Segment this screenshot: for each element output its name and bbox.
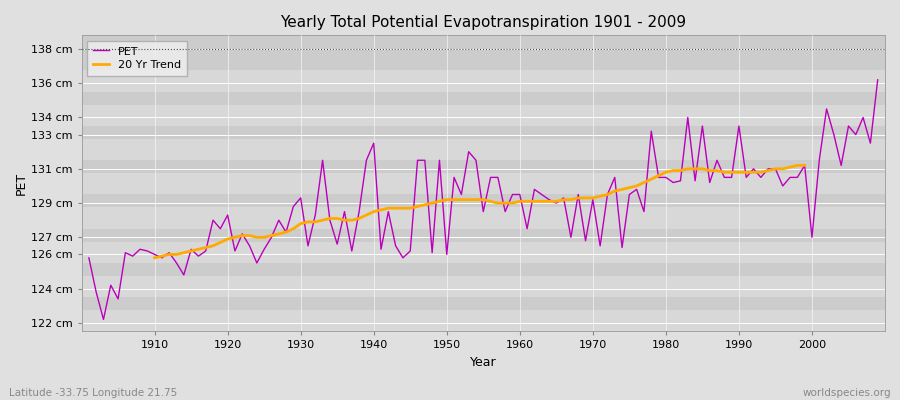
20 Yr Trend — [799, 163, 810, 168]
Title: Yearly Total Potential Evapotranspiration 1901 - 2009: Yearly Total Potential Evapotranspiratio… — [280, 15, 687, 30]
Bar — [82, 194, 885, 207]
Bar — [82, 297, 885, 310]
Text: Latitude -33.75 Longitude 21.75: Latitude -33.75 Longitude 21.75 — [9, 388, 177, 398]
PET — [515, 192, 526, 197]
Bar — [82, 105, 885, 126]
20 Yr Trend — [237, 233, 248, 238]
Y-axis label: PET: PET — [15, 172, 28, 195]
PET — [84, 256, 94, 260]
PET — [310, 213, 320, 218]
PET — [354, 209, 364, 214]
Text: worldspecies.org: worldspecies.org — [803, 388, 891, 398]
Bar — [82, 229, 885, 242]
20 Yr Trend — [149, 256, 160, 260]
20 Yr Trend — [792, 163, 803, 168]
PET — [522, 226, 533, 231]
Bar — [82, 242, 885, 263]
Bar — [82, 139, 885, 160]
PET — [149, 252, 160, 257]
Legend: PET, 20 Yr Trend: PET, 20 Yr Trend — [87, 41, 187, 76]
Bar — [82, 92, 885, 105]
Bar — [82, 207, 885, 229]
X-axis label: Year: Year — [470, 356, 497, 369]
20 Yr Trend — [602, 192, 613, 197]
Bar — [82, 173, 885, 194]
20 Yr Trend — [770, 166, 781, 171]
PET — [872, 78, 883, 82]
Bar — [82, 70, 885, 92]
Bar — [82, 276, 885, 297]
Bar — [82, 35, 885, 70]
20 Yr Trend — [705, 168, 716, 173]
Line: 20 Yr Trend: 20 Yr Trend — [155, 166, 805, 258]
PET — [98, 317, 109, 322]
Bar — [82, 310, 885, 332]
Bar — [82, 263, 885, 276]
Line: PET: PET — [89, 80, 878, 320]
PET — [609, 175, 620, 180]
20 Yr Trend — [689, 166, 700, 171]
Bar — [82, 126, 885, 139]
Bar — [82, 160, 885, 173]
20 Yr Trend — [346, 218, 357, 222]
